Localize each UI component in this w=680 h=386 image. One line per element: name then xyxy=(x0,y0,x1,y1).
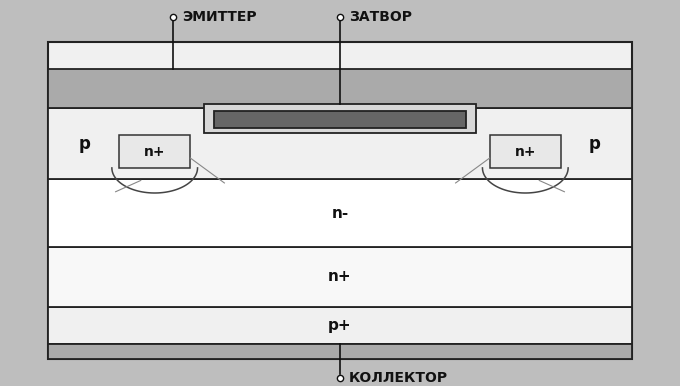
Text: n-: n- xyxy=(331,206,349,221)
Bar xyxy=(48,42,632,359)
Bar xyxy=(214,111,466,128)
Bar xyxy=(48,247,632,307)
Text: n+: n+ xyxy=(515,144,536,159)
Text: n+: n+ xyxy=(328,269,352,284)
Bar xyxy=(48,69,632,108)
Bar xyxy=(48,179,632,247)
Text: p: p xyxy=(79,135,91,153)
Bar xyxy=(204,104,476,133)
Text: p+: p+ xyxy=(328,318,352,333)
Bar xyxy=(490,135,561,168)
Text: p: p xyxy=(589,135,601,153)
Text: ЭМИТТЕР: ЭМИТТЕР xyxy=(182,10,257,24)
Text: ЗАТВОР: ЗАТВОР xyxy=(349,10,412,24)
Text: n+: n+ xyxy=(144,144,165,159)
Bar xyxy=(48,307,632,344)
Bar xyxy=(48,344,632,359)
Bar xyxy=(48,108,632,179)
Text: КОЛЛЕКТОР: КОЛЛЕКТОР xyxy=(349,371,448,384)
Bar xyxy=(119,135,190,168)
